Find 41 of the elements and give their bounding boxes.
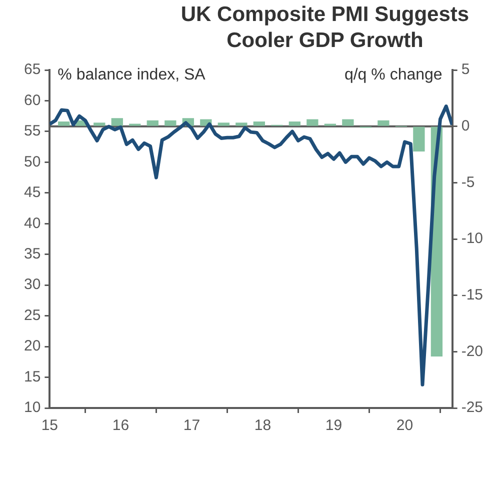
y2-tick-label: 5: [461, 61, 470, 78]
y-tick-label: 25: [24, 306, 41, 324]
bar: [288, 121, 301, 126]
x-tick-label: 16: [112, 417, 130, 434]
y-tick-label: 20: [24, 338, 41, 355]
bar: [253, 121, 265, 126]
x-tick-label: 20: [396, 417, 414, 434]
y-tick-label: 15: [24, 368, 41, 386]
bar: [58, 121, 70, 126]
y-tick-label: 10: [24, 399, 41, 416]
bar: [218, 122, 230, 126]
bar: [164, 120, 176, 126]
bar: [306, 119, 318, 126]
bar: [111, 118, 123, 126]
y-tick-label: 60: [24, 92, 41, 109]
y2-tick-label: -15: [461, 286, 484, 304]
bar: [413, 126, 425, 152]
y-tick-label: 45: [24, 184, 41, 202]
y2-axis-title: q/q % change: [344, 66, 442, 84]
bar: [94, 122, 106, 126]
y2-tick-label: -20: [461, 342, 484, 360]
bar: [342, 119, 354, 126]
y2-tick-label: -5: [461, 174, 475, 191]
y2-tick-label: 0: [461, 117, 470, 134]
y-tick-label: 55: [24, 122, 41, 140]
y-axis-title: % balance index, SA: [58, 66, 206, 84]
bar: [236, 122, 248, 126]
y-tick-label: 50: [24, 153, 41, 170]
chart-title: UK Composite PMI Suggests Cooler GDP Growth: [180, 2, 470, 54]
x-tick-label: 15: [41, 417, 58, 434]
y-tick-label: 65: [24, 61, 41, 78]
y-tick-label: 40: [24, 214, 41, 232]
bar: [146, 120, 158, 126]
bar: [378, 120, 390, 126]
x-tick-label: 18: [254, 417, 272, 434]
y-tick-label: 30: [24, 276, 41, 294]
y2-tick-label: -10: [461, 230, 484, 248]
y-tick-label: 35: [24, 246, 41, 263]
y2-tick-label: -25: [461, 399, 484, 416]
x-tick-label: 19: [325, 417, 342, 434]
x-tick-label: 17: [183, 417, 200, 434]
